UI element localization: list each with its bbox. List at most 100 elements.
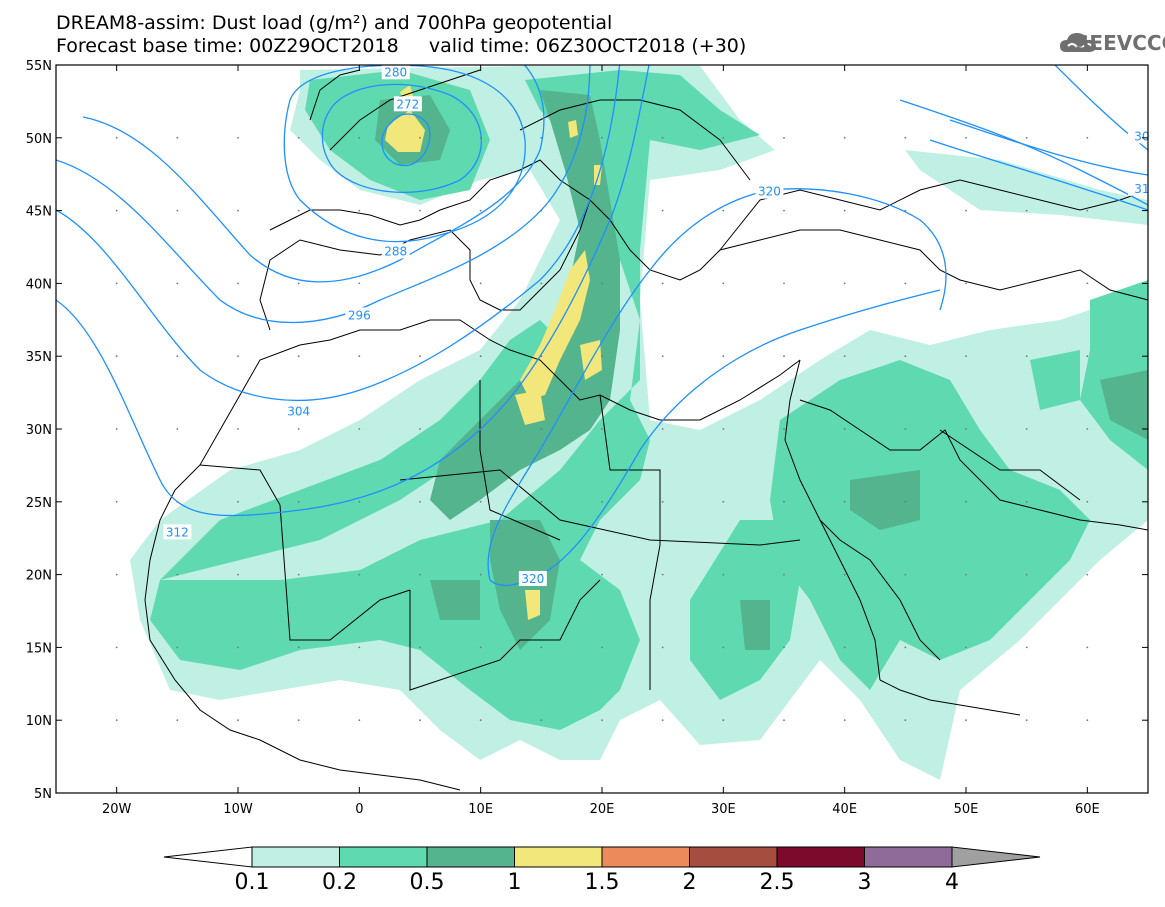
grid-dot — [601, 209, 603, 212]
grid-dot — [540, 428, 543, 430]
grid-dot — [479, 428, 482, 430]
grid-dot — [419, 646, 421, 649]
grid-dot — [297, 282, 300, 285]
grid-dot — [722, 428, 725, 430]
grid-dot — [419, 355, 421, 358]
grid-dots — [115, 136, 1089, 722]
grid-dot — [1025, 500, 1028, 503]
grid-dot — [419, 428, 421, 430]
grid-dot — [479, 209, 482, 212]
contour-label-bg — [518, 570, 547, 586]
grid-dot — [1025, 209, 1028, 212]
grid-dot — [783, 282, 785, 285]
contour-label-bg — [381, 243, 410, 259]
grid-dot — [722, 719, 725, 722]
grid-dot — [1086, 500, 1089, 503]
grid-dot — [237, 282, 239, 285]
grid-dot — [115, 573, 118, 576]
grid-dot — [1025, 646, 1028, 649]
grid-dot — [601, 136, 603, 139]
grid-dot — [297, 136, 300, 139]
lat-tick-label: 40N — [26, 277, 52, 292]
grid-dot — [540, 719, 543, 722]
lat-tick-label: 30N — [26, 423, 52, 438]
grid-dot — [843, 500, 846, 503]
grid-dot — [783, 719, 785, 722]
colorbar-swatch — [689, 846, 778, 868]
lon-tick-label: 50E — [954, 802, 979, 817]
grid-dot — [115, 646, 118, 649]
grid-dot — [479, 500, 482, 503]
grid-dot — [904, 282, 907, 285]
grid-dot — [297, 500, 300, 503]
logo-text: SEEVCCC — [1075, 31, 1165, 55]
grid-dot — [601, 428, 603, 430]
grid-dot — [479, 136, 482, 139]
contour-label: 320 — [758, 185, 781, 199]
map-title: DREAM8-assim: Dust load (g/m²) and 700hP… — [56, 12, 613, 34]
lon-tick-label: 10W — [223, 802, 253, 817]
lon-tick-label: 20W — [102, 802, 132, 817]
grid-dot — [297, 719, 300, 722]
grid-dot — [358, 355, 361, 358]
forecast-times: Forecast base time: 00Z29OCT2018 valid t… — [56, 35, 747, 57]
lat-tick-label: 45N — [26, 205, 52, 220]
contour-label: 280 — [384, 65, 407, 79]
grid-dot — [1025, 136, 1028, 139]
grid-dot — [115, 719, 118, 722]
contour-label-bg — [163, 524, 192, 540]
grid-dot — [419, 209, 421, 212]
colorbar-level-label: 1.5 — [585, 870, 620, 895]
colorbar-level-label: 0.2 — [322, 870, 357, 895]
grid-dot — [843, 428, 846, 430]
colorbar-swatch — [514, 846, 603, 868]
grid-dot — [358, 428, 361, 430]
lat-tick-label: 25N — [26, 496, 52, 511]
grid-dot — [1086, 282, 1089, 285]
grid-dot — [1086, 355, 1089, 358]
grid-dot — [661, 428, 664, 430]
grid-dot — [237, 355, 239, 358]
grid-dot — [540, 209, 543, 212]
grid-dot — [358, 282, 361, 285]
grid-dot — [904, 209, 907, 212]
grid-dot — [722, 573, 725, 576]
grid-dot — [904, 573, 907, 576]
grid-dot — [1025, 428, 1028, 430]
grid-dot — [237, 209, 239, 212]
grid-dot — [965, 428, 967, 430]
colorbar-swatch — [601, 846, 690, 868]
grid-dot — [176, 428, 179, 430]
coastlines — [144, 69, 1148, 791]
grid-dot — [783, 136, 785, 139]
grid-dot — [540, 573, 543, 576]
grid-dot — [115, 355, 118, 358]
lon-tick-label: 0 — [355, 802, 363, 817]
grid-dot — [419, 500, 421, 503]
grid-dot — [115, 209, 118, 212]
grid-dot — [419, 573, 421, 576]
grid-dot — [661, 573, 664, 576]
colorbar-level-label: 0.1 — [235, 870, 270, 895]
grid-dot — [540, 282, 543, 285]
grid-dot — [601, 573, 603, 576]
grid-dot — [843, 719, 846, 722]
contour-label-bg — [1127, 180, 1156, 196]
lon-tick-label: 20E — [590, 802, 615, 817]
grid-dot — [419, 282, 421, 285]
grid-dot — [358, 719, 361, 722]
lat-tick-label: 15N — [26, 641, 52, 656]
grid-dot — [1086, 209, 1089, 212]
grid-dot — [843, 646, 846, 649]
grid-dot — [358, 209, 361, 212]
contour-label-bg — [381, 64, 410, 80]
colorbar-level-label: 0.5 — [410, 870, 445, 895]
grid-dot — [1025, 355, 1028, 358]
lat-tick-label: 5N — [34, 787, 52, 802]
grid-dot — [237, 646, 239, 649]
grid-dot — [358, 136, 361, 139]
grid-dot — [783, 500, 785, 503]
colorbar-swatch — [426, 846, 515, 868]
lon-tick-label: 10E — [468, 802, 493, 817]
